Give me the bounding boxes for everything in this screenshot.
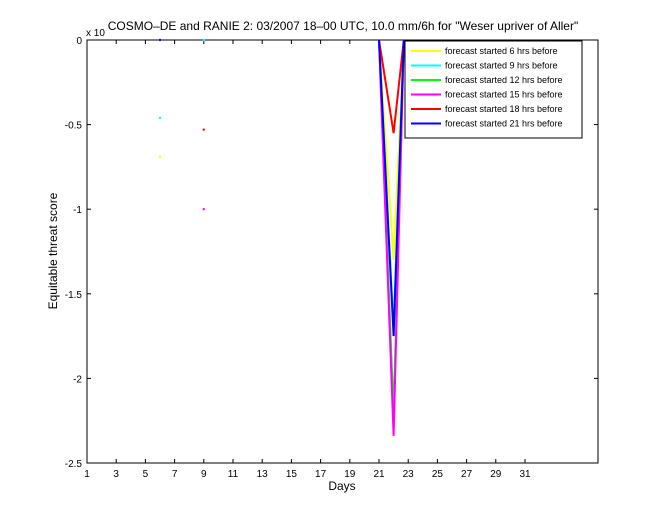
series-line — [378, 39, 405, 436]
x-tick-label: 5 — [143, 469, 149, 480]
x-tick-label: 23 — [403, 469, 415, 480]
y-axis: 0 -0.5 -1 -1.5 -2 -2.5 — [65, 36, 598, 470]
y-tick-label: -1 — [73, 205, 82, 216]
x-axis-label: Days — [328, 479, 355, 493]
y-tick-label: 0 — [76, 36, 82, 47]
y-tick-label: -0.5 — [65, 121, 83, 132]
legend-entry: forecast started 18 hrs before — [445, 104, 563, 114]
series-point — [202, 128, 205, 131]
legend: forecast started 6 hrs before forecast st… — [404, 40, 583, 139]
x-tick-label: 13 — [257, 469, 269, 480]
y-axis-label: Equitable threat score — [46, 192, 60, 309]
y-tick-label: -1.5 — [65, 290, 83, 301]
y-tick-label: -2 — [73, 374, 82, 385]
legend-entry: forecast started 9 hrs before — [445, 61, 558, 71]
x-tick-label: 15 — [286, 469, 298, 480]
x-tick-label: 7 — [172, 469, 178, 480]
x-tick-label: 27 — [461, 469, 473, 480]
legend-entry: forecast started 12 hrs before — [445, 75, 563, 85]
series-line — [378, 39, 405, 134]
legend-entry: forecast started 15 hrs before — [445, 90, 563, 100]
legend-box — [404, 40, 583, 139]
legend-entry: forecast started 21 hrs before — [445, 119, 563, 129]
x-tick-label: 21 — [373, 469, 385, 480]
x-tick-label: 11 — [228, 469, 239, 480]
series-3 — [202, 39, 405, 436]
series-point — [158, 155, 162, 158]
x-tick-label: 9 — [201, 469, 207, 480]
x-tick-label: 29 — [490, 469, 502, 480]
series-4 — [202, 39, 405, 134]
x-axis: 1 3 5 7 9 11 13 15 17 19 21 23 25 27 29 31 — [84, 40, 531, 480]
series-5 — [158, 38, 405, 337]
series-layer — [158, 38, 405, 436]
x-tick-label: 25 — [432, 469, 444, 480]
series-point — [202, 208, 205, 211]
y-tick-label: -2.5 — [65, 459, 83, 470]
x-tick-label: 31 — [519, 469, 531, 480]
series-line — [378, 39, 405, 337]
x-tick-label: 19 — [344, 469, 356, 480]
series-point — [158, 116, 162, 120]
x-tick-label: 3 — [113, 469, 119, 480]
chart-title: COSMO–DE and RANIE 2: 03/2007 18–00 UTC,… — [108, 19, 579, 33]
x-tick-label: 17 — [315, 469, 327, 480]
series-point — [158, 38, 162, 42]
x-tick-label: 1 — [84, 469, 90, 480]
series-point — [202, 38, 205, 42]
legend-entry: forecast started 6 hrs before — [445, 46, 558, 56]
y-exponent-label: x 10 — [86, 28, 105, 39]
